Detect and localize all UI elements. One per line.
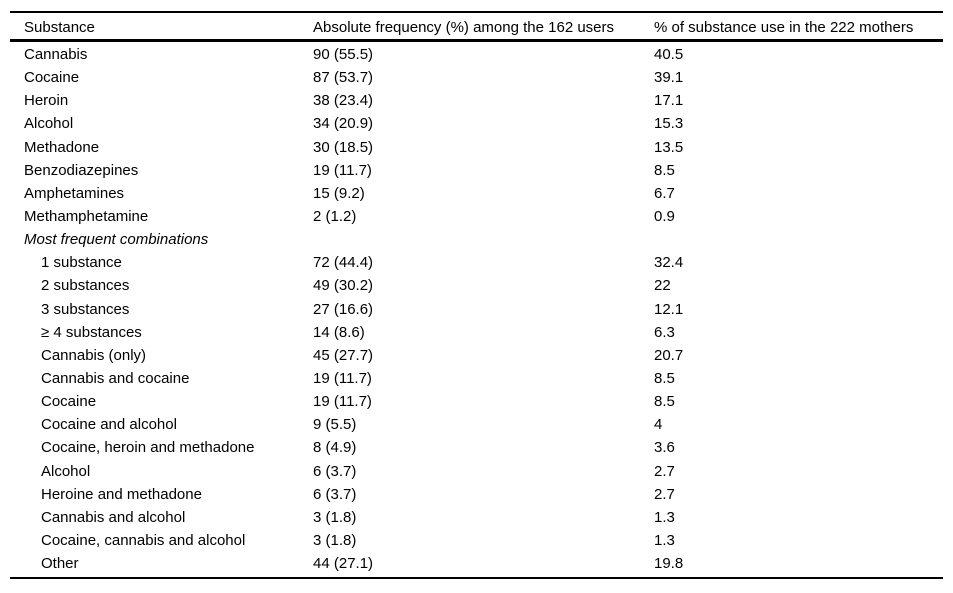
table-row: Cocaine 87 (53.7) 39.1: [10, 66, 943, 89]
substance-use-table: Substance Absolute frequency (%) among t…: [10, 11, 943, 580]
substance-label: Heroine and methadone: [41, 485, 202, 503]
percent-mothers-value: 19.8: [654, 555, 684, 573]
percent-mothers-value: 8.5: [654, 393, 675, 411]
percent-mothers-value: 4: [654, 416, 663, 434]
substance-label: Methamphetamine: [24, 207, 149, 225]
substance-label: Cannabis (only): [41, 346, 147, 364]
column-header-absolute-frequency: Absolute frequency (%) among the 162 use…: [313, 19, 615, 36]
absolute-frequency-value: 44 (27.1): [313, 555, 374, 573]
absolute-frequency-value: 38 (23.4): [313, 92, 374, 110]
substance-label: Alcohol: [24, 115, 74, 133]
substance-label: Methadone: [24, 138, 100, 156]
table-row: Other 44 (27.1) 19.8: [10, 552, 943, 575]
column-header-percent-mothers: % of substance use in the 222 mothers: [654, 19, 914, 36]
table-row: Cocaine and alcohol 9 (5.5) 4: [10, 413, 943, 436]
table-row: Cannabis and alcohol 3 (1.8) 1.3: [10, 506, 943, 529]
percent-mothers-value: 17.1: [654, 92, 684, 110]
table-header: Substance Absolute frequency (%) among t…: [10, 13, 943, 42]
table-row: Cannabis (only) 45 (27.7) 20.7: [10, 344, 943, 367]
percent-mothers-value: 12.1: [654, 300, 684, 318]
table-row: Heroin 38 (23.4) 17.1: [10, 89, 943, 112]
absolute-frequency-value: 27 (16.6): [313, 300, 374, 318]
table-header-row: Substance Absolute frequency (%) among t…: [10, 13, 943, 42]
percent-mothers-value: 32.4: [654, 254, 684, 272]
absolute-frequency-value: 34 (20.9): [313, 115, 374, 133]
substance-label: Cannabis: [24, 46, 88, 63]
substance-label: Cocaine: [41, 393, 97, 411]
substance-label: 2 substances: [41, 277, 130, 295]
absolute-frequency-value: 14 (8.6): [313, 323, 365, 341]
table-row: Cocaine, cannabis and alcohol 3 (1.8) 1.…: [10, 529, 943, 552]
percent-mothers-value: 15.3: [654, 115, 684, 133]
percent-mothers-value: 8.5: [654, 161, 675, 179]
table-row: 1 substance 72 (44.4) 32.4: [10, 251, 943, 274]
absolute-frequency-value: 6 (3.7): [313, 462, 357, 480]
percent-mothers-value: 22: [654, 277, 671, 295]
percent-mothers-value: 0.9: [654, 207, 675, 225]
percent-mothers-value: 6.7: [654, 184, 675, 202]
percent-mothers-value: 1.3: [654, 508, 675, 526]
substance-label: Cannabis and cocaine: [41, 369, 190, 387]
substance-label: ≥ 4 substances: [41, 323, 142, 341]
substance-label: 3 substances: [41, 300, 130, 318]
absolute-frequency-value: 6 (3.7): [313, 485, 357, 503]
table-row: Heroine and methadone 6 (3.7) 2.7: [10, 483, 943, 506]
table-row: Cocaine 19 (11.7) 8.5: [10, 390, 943, 413]
substance-label: Cocaine, heroin and methadone: [41, 439, 255, 457]
percent-mothers-value: 40.5: [654, 46, 684, 63]
table-row: Methamphetamine 2 (1.2) 0.9: [10, 205, 943, 228]
percent-mothers-value: 20.7: [654, 346, 684, 364]
table-row: Amphetamines 15 (9.2) 6.7: [10, 182, 943, 205]
absolute-frequency-value: 8 (4.9): [313, 439, 357, 457]
absolute-frequency-value: 45 (27.7): [313, 346, 374, 364]
substance-label: Cocaine and alcohol: [41, 416, 177, 434]
column-header-substance: Substance: [24, 19, 95, 36]
table-row: Benzodiazepines 19 (11.7) 8.5: [10, 159, 943, 182]
percent-mothers-value: 1.3: [654, 531, 675, 549]
percent-mothers-value: 8.5: [654, 369, 675, 387]
absolute-frequency-value: 3 (1.8): [313, 508, 357, 526]
percent-mothers-value: 3.6: [654, 439, 675, 457]
percent-mothers-value: 2.7: [654, 462, 675, 480]
absolute-frequency-value: 2 (1.2): [313, 207, 357, 225]
percent-mothers-value: 2.7: [654, 485, 675, 503]
absolute-frequency-value: 49 (30.2): [313, 277, 374, 295]
substance-label: Benzodiazepines: [24, 161, 139, 179]
table-row: 3 substances 27 (16.6) 12.1: [10, 298, 943, 321]
table-row: Alcohol 34 (20.9) 15.3: [10, 112, 943, 135]
table-row: Cannabis 90 (55.5) 40.5: [10, 43, 943, 66]
table-row: Cocaine, heroin and methadone 8 (4.9) 3.…: [10, 436, 943, 459]
absolute-frequency-value: 19 (11.7): [313, 369, 372, 387]
absolute-frequency-value: 9 (5.5): [313, 416, 357, 434]
percent-mothers-value: 39.1: [654, 69, 684, 87]
substance-label: Other: [41, 555, 79, 573]
table-row: Most frequent combinations: [10, 228, 943, 251]
substance-label: Cannabis and alcohol: [41, 508, 186, 526]
absolute-frequency-value: 72 (44.4): [313, 254, 374, 272]
table-row: ≥ 4 substances 14 (8.6) 6.3: [10, 321, 943, 344]
substance-label: Amphetamines: [24, 184, 125, 202]
absolute-frequency-value: 90 (55.5): [313, 46, 374, 63]
substance-label: Heroin: [24, 92, 69, 110]
percent-mothers-value: 13.5: [654, 138, 684, 156]
substance-label: Cocaine, cannabis and alcohol: [41, 531, 246, 549]
table-row: Cannabis and cocaine 19 (11.7) 8.5: [10, 367, 943, 390]
absolute-frequency-value: 87 (53.7): [313, 69, 374, 87]
table-row: Alcohol 6 (3.7) 2.7: [10, 460, 943, 483]
substance-label: Most frequent combinations: [24, 231, 209, 249]
absolute-frequency-value: 3 (1.8): [313, 531, 357, 549]
absolute-frequency-value: 19 (11.7): [313, 161, 372, 179]
table-row: 2 substances 49 (30.2) 22: [10, 274, 943, 297]
table-row: Methadone 30 (18.5) 13.5: [10, 136, 943, 159]
substance-label: Cocaine: [24, 69, 80, 87]
table-body: Cannabis 90 (55.5) 40.5 Cocaine 87 (53.7…: [10, 42, 943, 577]
substance-label: 1 substance: [41, 254, 122, 272]
percent-mothers-value: 6.3: [654, 323, 675, 341]
absolute-frequency-value: 15 (9.2): [313, 184, 365, 202]
absolute-frequency-value: 19 (11.7): [313, 393, 372, 411]
substance-label: Alcohol: [41, 462, 91, 480]
absolute-frequency-value: 30 (18.5): [313, 138, 374, 156]
